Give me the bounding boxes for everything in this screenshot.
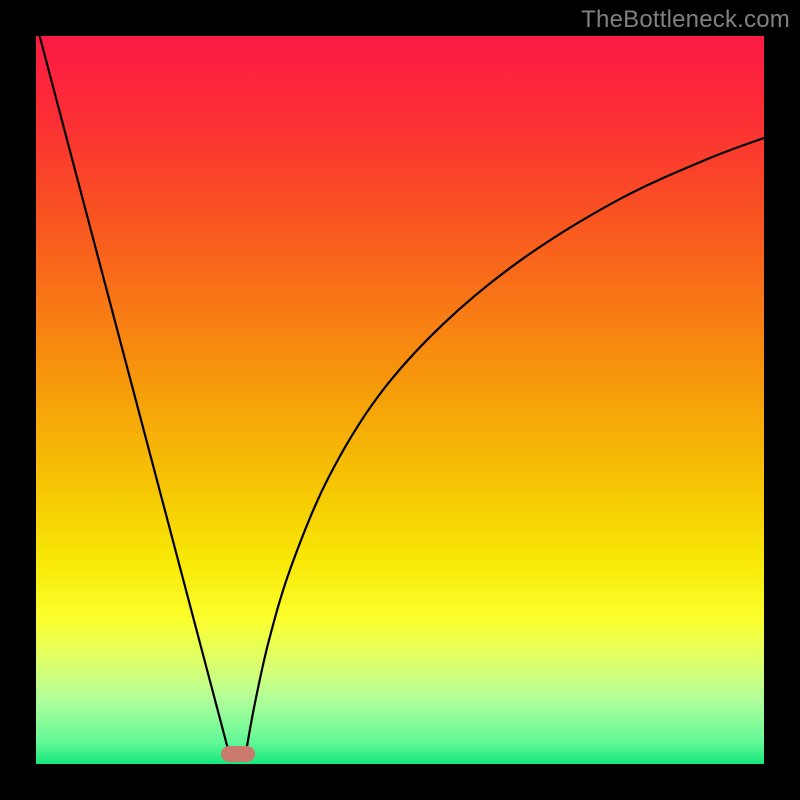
watermark-text: TheBottleneck.com <box>581 6 790 34</box>
chart-canvas: TheBottleneck.com <box>0 0 800 800</box>
curve-path <box>40 36 764 758</box>
bottleneck-curve <box>36 36 764 764</box>
plot-area <box>36 36 764 764</box>
optimal-marker <box>221 746 255 762</box>
